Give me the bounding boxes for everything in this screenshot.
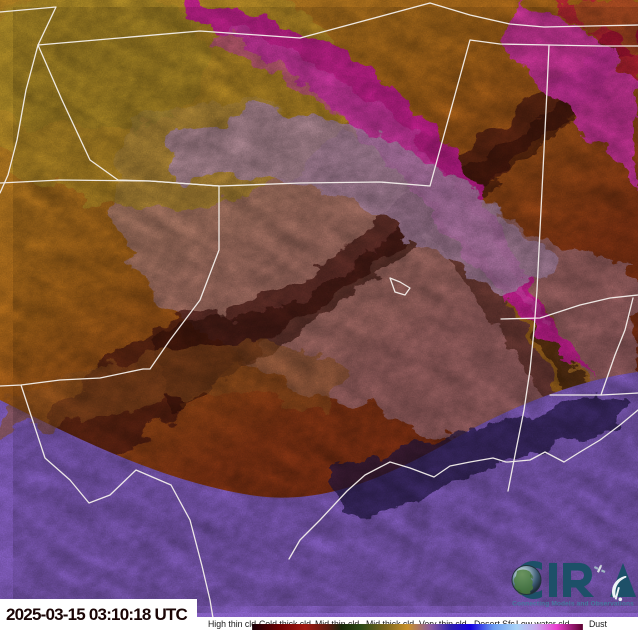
svg-text:Connecting Models and Observat: Connecting Models and Observations <box>512 601 634 608</box>
